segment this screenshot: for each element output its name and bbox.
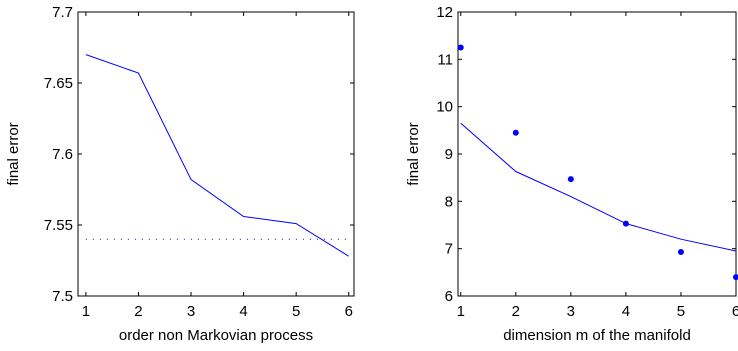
data-point <box>457 44 464 51</box>
x-tick-label: 3 <box>187 303 195 320</box>
data-point <box>733 274 738 281</box>
left-chart: 1 2 3 4 5 6 7.5 7.55 7.6 7.65 7.7 order non Markovi… <box>5 4 355 344</box>
y-tick-label: 11 <box>437 51 453 68</box>
y-tick-label: 7.65 <box>44 75 73 92</box>
x-tick-label: 5 <box>292 303 300 320</box>
plot-frame <box>77 11 355 297</box>
x-axis-label: order non Markovian process <box>119 327 313 344</box>
x-tick-label: 2 <box>512 303 520 320</box>
data-point <box>512 129 519 136</box>
data-point <box>677 248 684 255</box>
series-line <box>460 122 737 252</box>
x-tick-label: 5 <box>677 303 685 320</box>
series-line <box>85 54 350 257</box>
x-tick-label: 6 <box>732 303 738 320</box>
y-tick-label: 6 <box>445 288 453 305</box>
y-tick-label: 8 <box>445 193 453 210</box>
y-axis-label: final error <box>5 122 22 185</box>
y-tick-label: 12 <box>436 4 453 21</box>
y-tick-label: 7.7 <box>52 4 73 21</box>
y-tick-label: 7.5 <box>52 288 73 305</box>
x-tick-label: 2 <box>134 303 142 320</box>
x-tick-label: 1 <box>82 303 90 320</box>
y-tick-label: 7.6 <box>52 146 73 163</box>
y-tick-label: 9 <box>445 146 453 163</box>
x-tick-label: 3 <box>567 303 575 320</box>
y-tick-label: 7 <box>445 241 453 258</box>
x-tick-label: 1 <box>457 303 465 320</box>
x-tick-label: 6 <box>345 303 353 320</box>
data-point <box>622 220 629 227</box>
y-tick-label: 7.55 <box>44 217 73 234</box>
plot-frame <box>457 11 737 297</box>
y-tick-label: 10 <box>436 99 453 116</box>
x-tick-label: 4 <box>622 303 630 320</box>
x-tick-label: 4 <box>239 303 247 320</box>
y-axis-label: final error <box>405 122 422 185</box>
data-point <box>567 176 574 183</box>
x-axis-label: dimension m of the manifold <box>503 327 691 344</box>
